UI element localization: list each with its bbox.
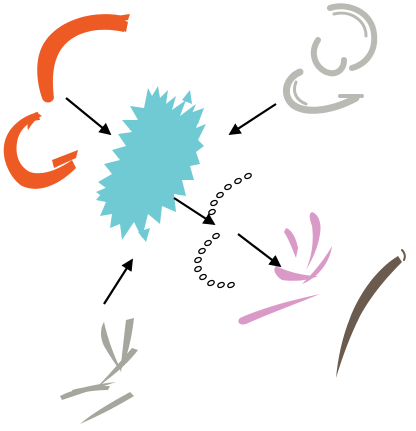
dot [198, 247, 206, 255]
arrow-cyan-to-dotted-arc [173, 197, 216, 225]
dotted-arc [194, 172, 252, 289]
dot [217, 281, 225, 289]
dot [227, 281, 235, 289]
grey-brush-slashes [60, 318, 138, 424]
arrow-grey-slashes-to-cyan [103, 258, 133, 305]
dot [212, 232, 220, 240]
dot [210, 199, 218, 207]
dot [234, 177, 242, 185]
dot [204, 239, 212, 247]
arrow-dotted-arc-to-pink [237, 233, 282, 268]
arrow-orange-to-cyan [65, 97, 112, 136]
orange-brush-strokes [3, 14, 130, 189]
cyan-brush-blob [96, 86, 206, 242]
arrows [65, 97, 282, 305]
pink-brush-strokes [238, 212, 332, 325]
dot [244, 172, 252, 180]
dot [224, 183, 232, 191]
dot [194, 256, 202, 264]
dot [216, 191, 224, 199]
dot [194, 265, 202, 273]
grey-brush-curls [282, 3, 378, 114]
arrow-grey-curls-to-cyan [228, 103, 277, 135]
dot [208, 208, 216, 216]
dot [207, 279, 215, 287]
dot [199, 273, 207, 281]
brown-brush-stroke [336, 249, 406, 378]
